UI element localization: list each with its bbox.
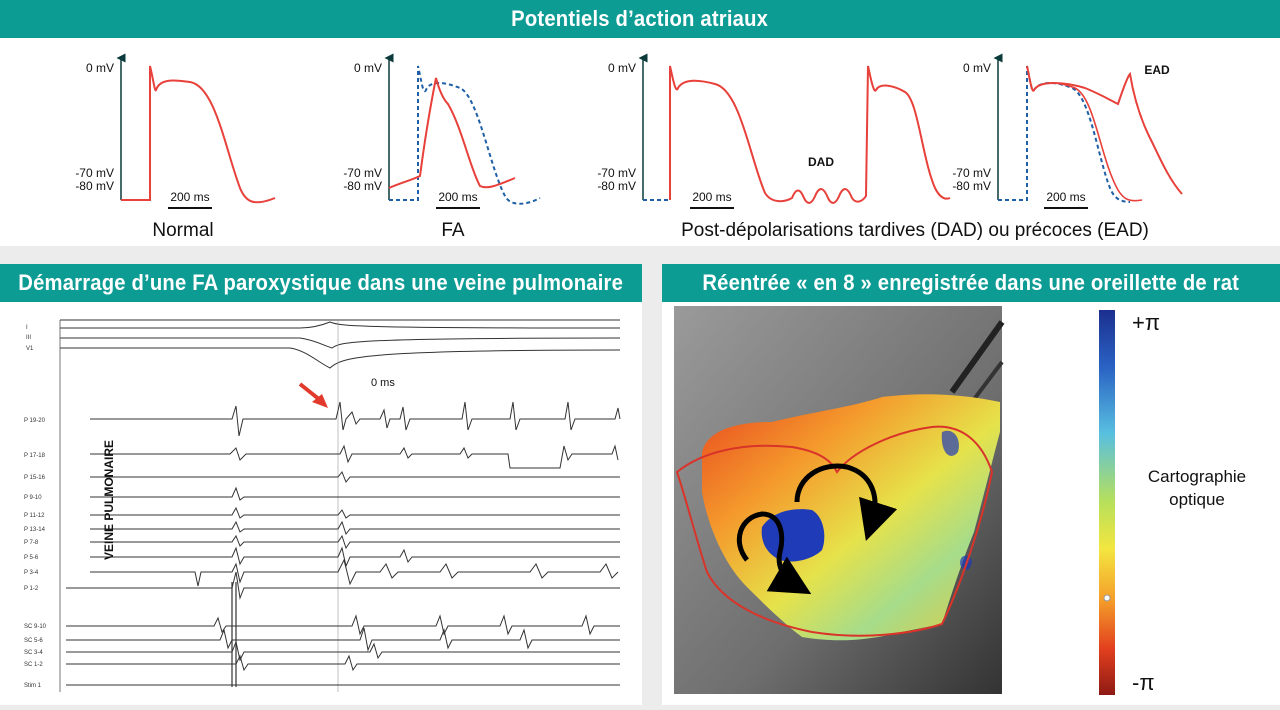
lead-label: SC 1-2 <box>24 662 43 668</box>
optical-map-panel: +π -π Cartographie optique <box>662 302 1280 705</box>
scale-label: 200 ms <box>692 190 731 204</box>
optical-map-figure: +π -π Cartographie optique <box>674 306 1246 695</box>
colorbar-min-label: -π <box>1132 670 1155 695</box>
legend-line2: optique <box>1169 490 1225 509</box>
header-title: Démarrage d’une FA paroxystique dans une… <box>18 270 624 295</box>
caption-fa: FA <box>441 220 465 241</box>
ecg-tracing: I III V1 0 ms P 19-20 P 17-18 P 15-16 P … <box>0 314 624 705</box>
lead-label: SC 9-10 <box>24 624 47 630</box>
ap-normal: 0 mV -70 mV -80 mV 200 ms Normal <box>75 53 276 241</box>
header-pulmonary-vein: Démarrage d’une FA paroxystique dans une… <box>0 264 642 302</box>
lead-label: P 5-6 <box>24 555 39 561</box>
lead-label: P 3-4 <box>24 570 39 576</box>
axis-label-0mv: 0 mV <box>608 61 636 75</box>
axis-label-80mv: -80 mV <box>952 179 991 193</box>
lead-label: SC 5-6 <box>24 638 43 644</box>
onset-arrow-icon <box>298 382 328 408</box>
ecg-panel: I III V1 0 ms P 19-20 P 17-18 P 15-16 P … <box>0 302 642 705</box>
lead-label: P 15-16 <box>24 475 46 481</box>
axis-label-80mv: -80 mV <box>343 179 382 193</box>
header-title: Réentrée « en 8 » enregistrée dans une o… <box>702 270 1240 295</box>
lead-label: Stim 1 <box>24 683 42 689</box>
ap-dad: 0 mV -70 mV -80 mV DAD 200 ms <box>597 53 951 209</box>
ap-fa: 0 mV -70 mV -80 mV 200 ms FA <box>343 53 541 241</box>
axis-label-0mv: 0 mV <box>354 61 382 75</box>
p-channels: P 19-20 P 17-18 P 15-16 P 9-10 P 11-12 P… <box>24 401 621 600</box>
legend-line1: Cartographie <box>1148 467 1246 486</box>
dad-label: DAD <box>808 155 834 169</box>
lead-label: P 19-20 <box>24 418 46 424</box>
header-title: Potentiels d’action atriaux <box>511 6 769 31</box>
axis-label-80mv: -80 mV <box>75 179 114 193</box>
axis-label-70mv: -70 mV <box>75 166 114 180</box>
lead-label: P 9-10 <box>24 495 42 501</box>
caption-normal: Normal <box>152 220 213 241</box>
zero-ms-label: 0 ms <box>371 377 395 389</box>
axis-label-70mv: -70 mV <box>597 166 636 180</box>
axis-label-0mv: 0 mV <box>86 61 114 75</box>
action-potentials-figure: 0 mV -70 mV -80 mV 200 ms Normal 0 mV -7… <box>75 53 1183 241</box>
phase-colorbar <box>1099 310 1115 695</box>
caption-dad-ead: Post-dépolarisations tardives (DAD) ou p… <box>681 220 1149 241</box>
lead-label: V1 <box>26 346 34 352</box>
axis-label-70mv: -70 mV <box>952 166 991 180</box>
vein-label: VEINE PULMONAIRE <box>102 440 116 560</box>
sc-channels: SC 9-10 SC 5-6 SC 3-4 SC 1-2 Stim 1 <box>24 614 620 689</box>
lead-label: P 7-8 <box>24 540 39 546</box>
colorbar-max-label: +π <box>1132 310 1160 335</box>
axis-label-70mv: -70 mV <box>343 166 382 180</box>
lead-label: I <box>26 325 28 331</box>
header-action-potentials: Potentiels d’action atriaux <box>0 0 1280 38</box>
lead-label: SC 3-4 <box>24 650 43 656</box>
ead-label: EAD <box>1144 63 1170 77</box>
lead-label: III <box>26 335 31 341</box>
ap-ead: 0 mV -70 mV -80 mV EAD 200 ms <box>952 53 1183 209</box>
axis-label-0mv: 0 mV <box>963 61 991 75</box>
axis-label-80mv: -80 mV <box>597 179 636 193</box>
scale-label: 200 ms <box>1046 190 1085 204</box>
header-reentry: Réentrée « en 8 » enregistrée dans une o… <box>662 264 1280 302</box>
scale-label: 200 ms <box>438 190 477 204</box>
lead-label: P 1-2 <box>24 586 39 592</box>
lead-label: P 11-12 <box>24 513 45 519</box>
action-potentials-panel: 0 mV -70 mV -80 mV 200 ms Normal 0 mV -7… <box>0 38 1280 246</box>
scale-label: 200 ms <box>170 190 209 204</box>
lead-label: P 17-18 <box>24 453 46 459</box>
lead-label: P 13-14 <box>24 527 46 533</box>
